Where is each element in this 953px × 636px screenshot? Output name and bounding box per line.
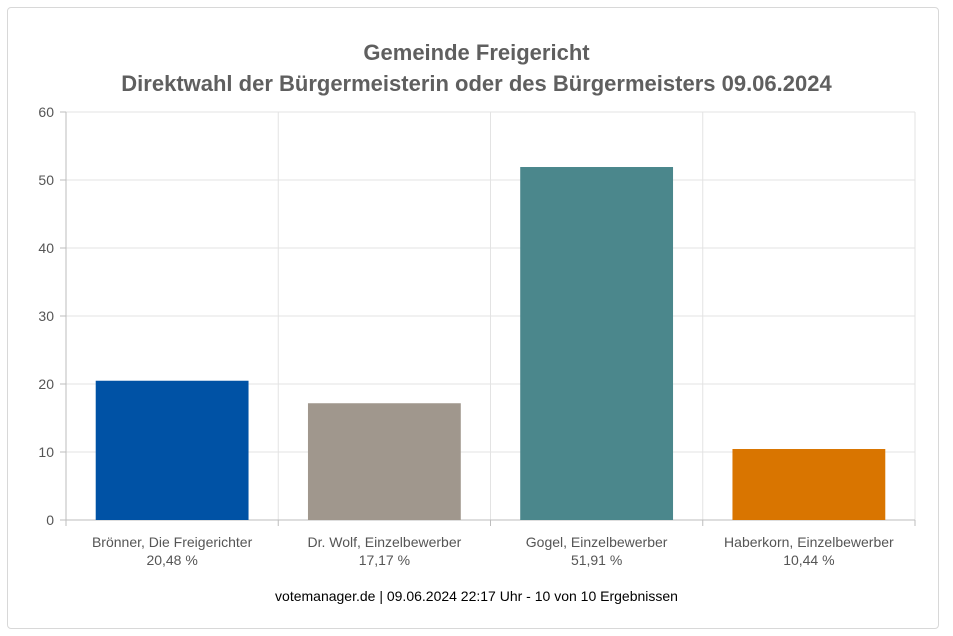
value-label: 20,48 % xyxy=(146,552,197,568)
value-label: 51,91 % xyxy=(571,552,622,568)
y-tick-label: 10 xyxy=(38,444,54,460)
bar xyxy=(732,449,886,520)
chart-title: Gemeinde Freigericht xyxy=(363,40,590,65)
chart-frame xyxy=(7,7,939,629)
category-label: Gogel, Einzelbewerber xyxy=(526,534,668,550)
y-tick-label: 60 xyxy=(38,104,54,120)
y-tick-label: 50 xyxy=(38,172,54,188)
bar xyxy=(95,380,249,520)
category-label: Brönner, Die Freigerichter xyxy=(92,534,253,550)
y-tick-label: 20 xyxy=(38,376,54,392)
bar xyxy=(307,403,461,520)
category-label: Dr. Wolf, Einzelbewerber xyxy=(307,534,461,550)
category-label: Haberkorn, Einzelbewerber xyxy=(724,534,894,550)
y-tick-label: 30 xyxy=(38,308,54,324)
y-tick-label: 40 xyxy=(38,240,54,256)
y-tick-label: 0 xyxy=(46,512,54,528)
value-label: 17,17 % xyxy=(359,552,410,568)
chart-footer: votemanager.de | 09.06.2024 22:17 Uhr - … xyxy=(275,588,678,604)
chart-subtitle: Direktwahl der Bürgermeisterin oder des … xyxy=(121,71,832,96)
value-label: 10,44 % xyxy=(783,552,834,568)
bar xyxy=(520,167,674,520)
